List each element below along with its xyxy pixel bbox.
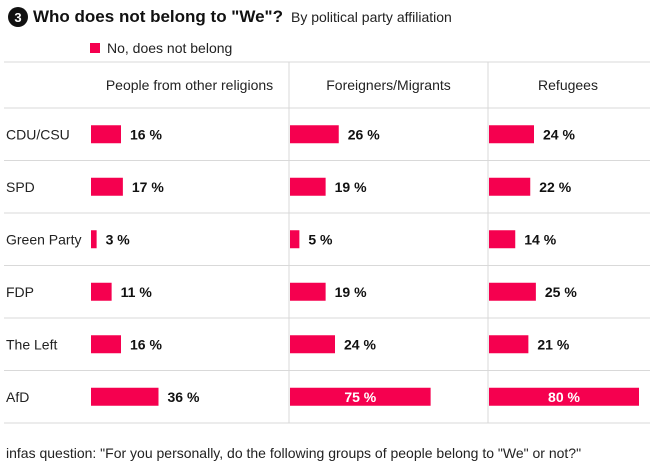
bar-refugees-spd: [489, 177, 531, 196]
data-label: 11 %: [121, 284, 153, 300]
bar-refugees-green-party: [489, 230, 516, 249]
data-label: 36 %: [168, 389, 200, 405]
bar-refugees-fdp: [489, 282, 536, 301]
data-label: 75 %: [344, 389, 376, 405]
bar-refugees-cdu-csu: [489, 125, 534, 144]
data-label: 14 %: [524, 231, 556, 247]
data-label: 21 %: [537, 336, 569, 352]
data-label: 16 %: [130, 126, 162, 142]
data-label: 22 %: [539, 179, 571, 195]
chart-header: 3 Who does not belong to "We"? By politi…: [8, 6, 452, 28]
bar-people-from-other-religions-spd: [91, 177, 123, 196]
data-label: 17 %: [132, 179, 164, 195]
chart-plot-area: People from other religions Foreigners/Mi…: [4, 61, 650, 424]
data-label: 26 %: [348, 126, 380, 142]
bar-people-from-other-religions-the-left: [91, 335, 121, 354]
panel-header-people-from-other-religions: People from other religions: [106, 77, 273, 93]
bar-foreigners-migrants-cdu-csu: [290, 125, 339, 144]
bar-refugees-afd: [489, 387, 639, 406]
legend-label: No, does not belong: [107, 40, 233, 56]
data-label: 24 %: [344, 336, 376, 352]
row-label-the-left: The Left: [6, 336, 57, 352]
data-label: 5 %: [308, 231, 333, 247]
bar-people-from-other-religions-afd: [91, 387, 159, 406]
chart-subtitle: By political party affiliation: [291, 9, 452, 25]
bar-foreigners-migrants-fdp: [290, 282, 326, 301]
data-label: 16 %: [130, 336, 162, 352]
chart-legend: No, does not belong: [90, 40, 232, 56]
bar-people-from-other-religions-green-party: [91, 230, 97, 249]
row-label-cdu-csu: CDU/CSU: [6, 126, 70, 142]
panel-header-foreigners-migrants: Foreigners/Migrants: [326, 77, 451, 93]
bar-people-from-other-religions-fdp: [91, 282, 112, 301]
bar-foreigners-migrants-green-party: [290, 230, 300, 249]
chart-footnote: infas question: "For you personally, do …: [6, 445, 582, 461]
chart-title: Who does not belong to "We"?: [33, 7, 283, 26]
figure-number-badge: 3: [8, 7, 28, 27]
row-label-green-party: Green Party: [6, 231, 81, 247]
bar-people-from-other-religions-cdu-csu: [91, 125, 121, 144]
data-label: 80 %: [548, 389, 580, 405]
data-label: 3 %: [106, 231, 131, 247]
bar-foreigners-migrants-spd: [290, 177, 326, 196]
panel-header-refugees: Refugees: [538, 77, 598, 93]
row-label-spd: SPD: [6, 179, 35, 195]
bar-refugees-the-left: [489, 335, 529, 354]
legend-swatch: [90, 43, 100, 53]
bar-foreigners-migrants-the-left: [290, 335, 335, 354]
bar-foreigners-migrants-afd: [290, 387, 431, 406]
data-label: 25 %: [545, 284, 577, 300]
data-label: 24 %: [543, 126, 575, 142]
data-label: 19 %: [335, 284, 367, 300]
row-label-fdp: FDP: [6, 284, 34, 300]
row-label-afd: AfD: [6, 389, 29, 405]
data-label: 19 %: [335, 179, 367, 195]
